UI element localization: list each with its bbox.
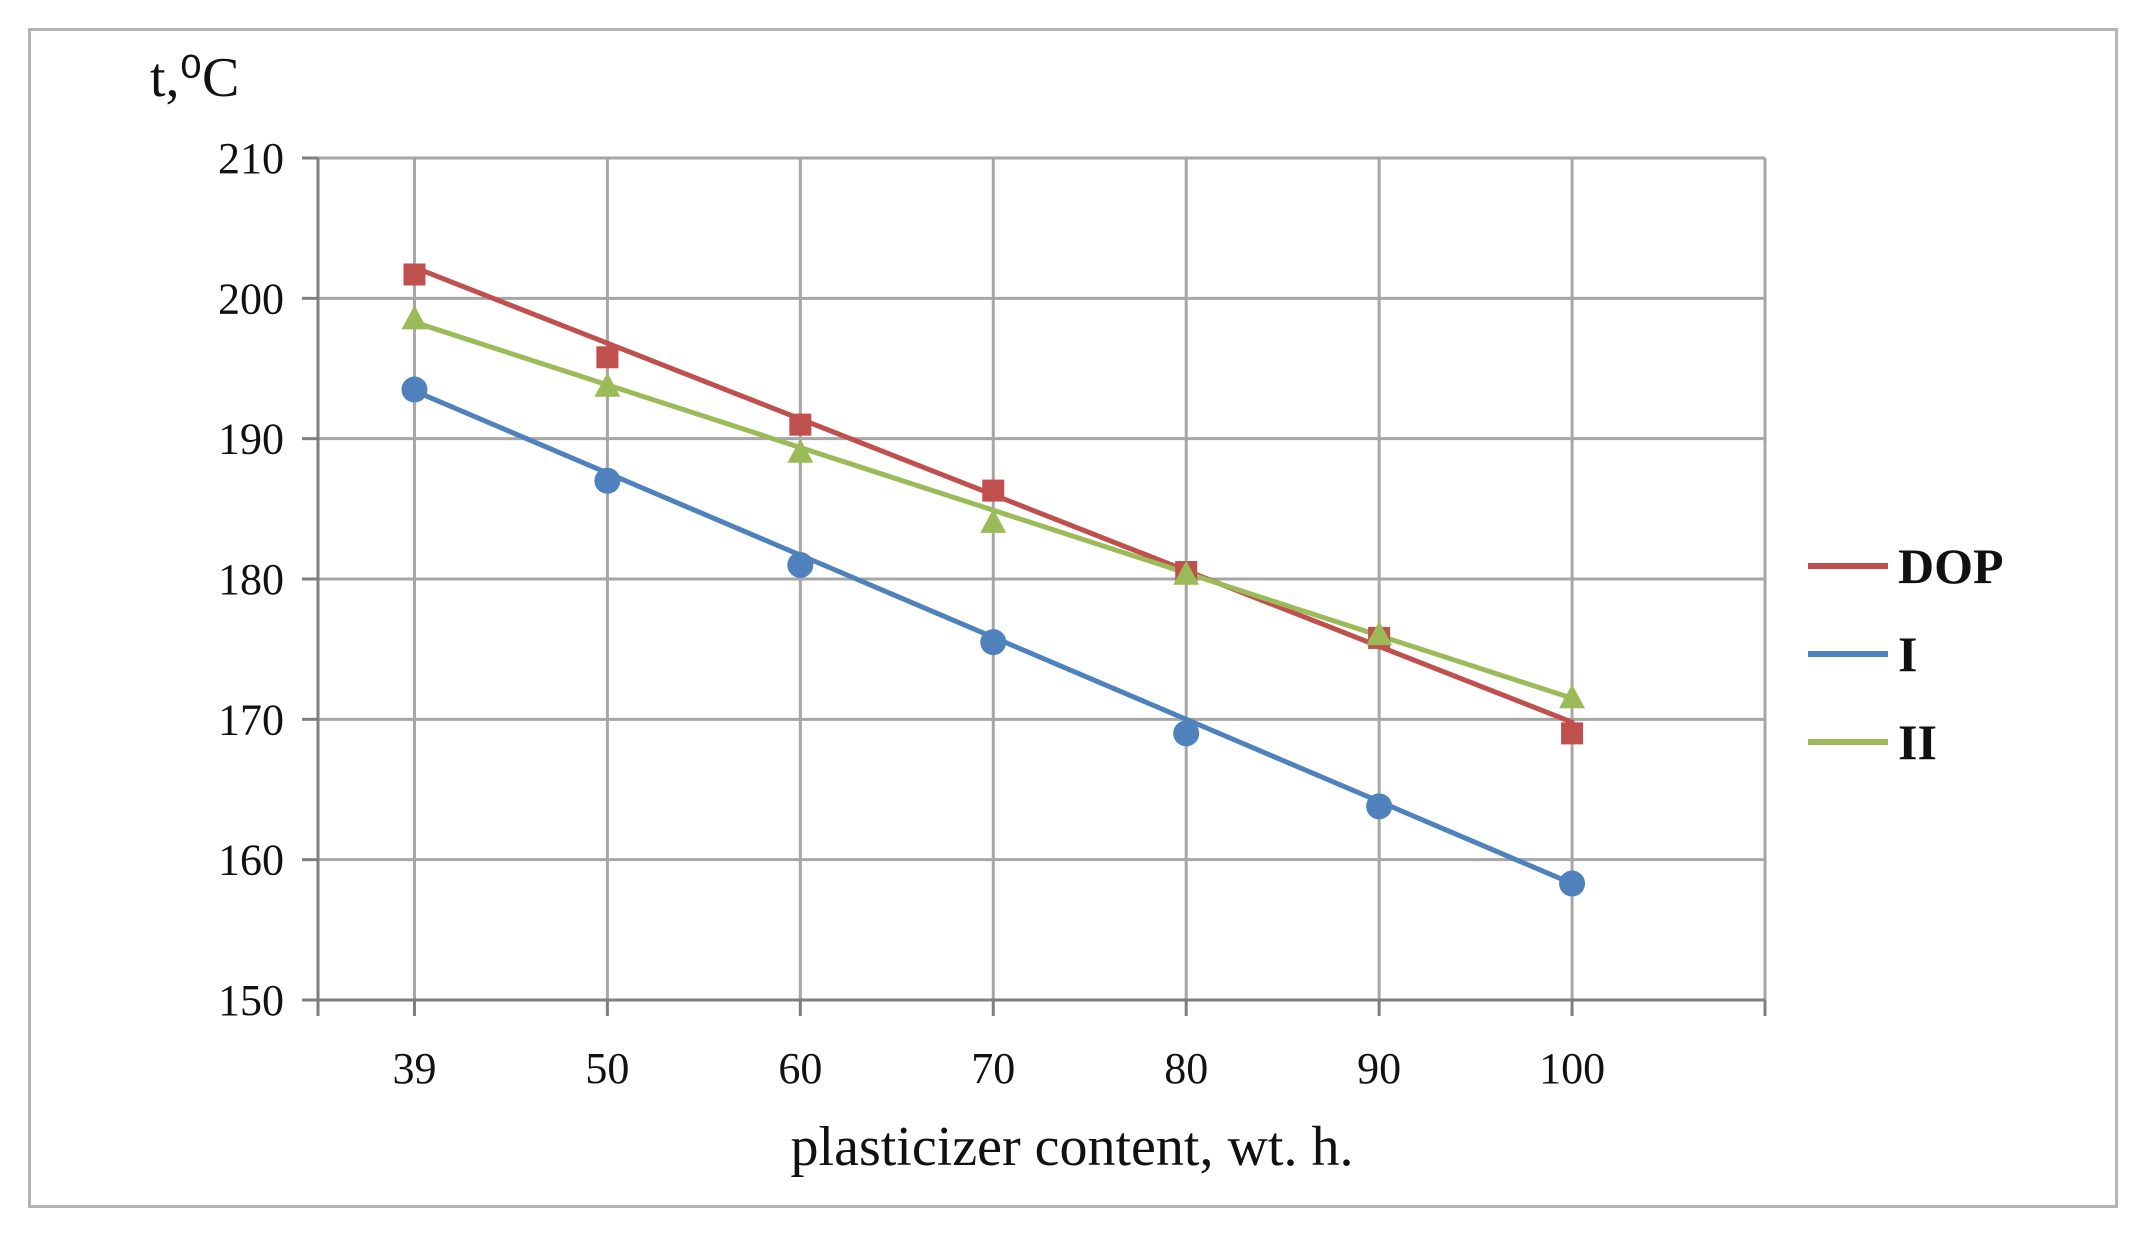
- chart-frame: [28, 28, 2118, 1208]
- data-point-i: [980, 629, 1007, 656]
- data-point-i: [594, 467, 621, 494]
- legend-label-ii: II: [1898, 714, 1937, 770]
- legend-label-dop: DOP: [1898, 538, 2004, 594]
- y-tick-label: 150: [218, 976, 284, 1025]
- y-tick-labels: 150 160 170 180 190 200 210: [218, 134, 284, 1025]
- data-point-i: [1559, 870, 1586, 897]
- x-tick-label: 70: [971, 1044, 1015, 1093]
- y-tick-label: 190: [218, 415, 284, 464]
- data-point-ii: [980, 508, 1007, 533]
- x-tick-label: 80: [1164, 1044, 1208, 1093]
- x-tick-label: 90: [1357, 1044, 1401, 1093]
- axes: [302, 156, 1767, 1016]
- y-tick-label: 180: [218, 555, 284, 604]
- y-axis-title: t,⁰C: [150, 47, 239, 109]
- x-tick-label: 39: [392, 1044, 436, 1093]
- legend-label-i: I: [1898, 626, 1917, 682]
- x-axis-title: plasticizer content, wt. h.: [791, 1116, 1354, 1178]
- data-point-dop: [789, 413, 812, 436]
- data-point-ii: [787, 438, 814, 463]
- y-tick-label: 160: [218, 836, 284, 885]
- data-point-i: [401, 376, 428, 403]
- data-point-ii: [401, 305, 428, 330]
- x-tick-label: 50: [585, 1044, 629, 1093]
- y-tick-label: 210: [218, 134, 284, 183]
- data-point-i: [1173, 720, 1200, 747]
- x-tick-label: 60: [778, 1044, 822, 1093]
- y-tick-label: 200: [218, 274, 284, 323]
- x-tick-labels: 39 50 60 70 80 90 100: [392, 1044, 1605, 1093]
- grid-lines: [318, 156, 1767, 1000]
- data-point-dop: [596, 346, 619, 369]
- data-point-dop: [403, 263, 426, 286]
- data-point-i: [1366, 793, 1393, 820]
- y-tick-label: 170: [218, 695, 284, 744]
- data-point-dop: [1561, 722, 1584, 745]
- series-markers: [401, 263, 1586, 897]
- data-point-ii: [1366, 621, 1393, 646]
- x-tick-label: 100: [1539, 1044, 1605, 1093]
- data-point-ii: [1559, 684, 1586, 709]
- data-point-ii: [594, 372, 621, 397]
- data-point-i: [787, 551, 814, 578]
- data-point-dop: [982, 479, 1005, 502]
- data-point-ii: [1173, 560, 1200, 585]
